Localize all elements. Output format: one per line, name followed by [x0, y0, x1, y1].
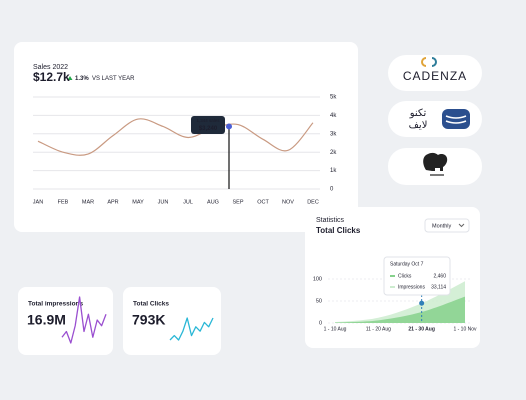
sparkline: [169, 317, 214, 341]
period-label[interactable]: Monthly: [432, 223, 452, 229]
kpi-value: 16.9M: [27, 312, 66, 328]
y-tick-label: 1k: [330, 168, 337, 174]
y-tick-label: 0: [330, 187, 334, 193]
y-tick-label: 3k: [330, 131, 337, 137]
y-tick-label: 0: [319, 320, 322, 326]
y-tick-label: 5k: [330, 95, 337, 101]
tooltip-title: 1,344 sales: [196, 118, 220, 123]
kpi-title: Total impressions: [28, 301, 84, 308]
logo-text: تكنو: [409, 108, 427, 119]
change-label: VS LAST YEAR: [92, 76, 135, 82]
tooltip: [383, 256, 451, 296]
up-arrow: [67, 76, 73, 80]
x-tick-label: 21 - 30 Aug: [408, 326, 435, 332]
logo-icon: [445, 115, 467, 124]
logo-icon: [431, 57, 437, 67]
kpi-card: [18, 287, 113, 355]
x-tick-label: SEP: [232, 199, 243, 205]
logo-icon: [442, 109, 470, 129]
y-tick-label: 50: [316, 298, 322, 304]
x-tick-label: FEB: [58, 199, 69, 205]
card-title: Total Clicks: [316, 226, 361, 235]
x-tick-label: OCT: [257, 199, 269, 205]
x-tick-label: 1 - 10 Aug: [324, 326, 347, 332]
kpi-title: Total Clicks: [133, 301, 169, 308]
hover-dot: [419, 300, 425, 306]
logo-icon: [421, 57, 427, 67]
x-tick-label: MAY: [132, 199, 144, 205]
x-tick-label: AUG: [207, 199, 219, 205]
x-tick-label: MAR: [82, 199, 94, 205]
tooltip-label: Clicks: [398, 273, 412, 279]
tooltip-value: 33,114: [431, 284, 446, 290]
logo-text: لايف: [409, 120, 428, 131]
x-tick-label: JUL: [183, 199, 193, 205]
x-tick-label: NOV: [282, 199, 294, 205]
card-subtitle: Sales 2022: [33, 64, 68, 71]
y-tick-label: 100: [313, 276, 322, 282]
card-subtitle: Statistics: [316, 217, 345, 224]
kpi-card: [123, 287, 221, 355]
logo-text: CADENZA: [403, 69, 467, 83]
tooltip-value: 2,460: [433, 273, 446, 279]
tooltip-label: Impressions: [398, 284, 425, 290]
x-tick-label: DEC: [307, 199, 319, 205]
tooltip: [191, 116, 225, 134]
logo-icon: [423, 152, 448, 171]
kpi-value: 793K: [132, 312, 165, 328]
logo-pill: [388, 55, 482, 91]
y-tick-label: 4k: [330, 113, 337, 119]
card-value: $12.7k: [33, 70, 70, 84]
tooltip-title: Saturday Oct 7: [390, 261, 424, 267]
x-tick-label: APR: [107, 199, 118, 205]
tooltip-value: $3,240: [199, 126, 218, 132]
line: [37, 118, 314, 156]
period-dropdown[interactable]: [424, 218, 470, 233]
area: [335, 296, 465, 323]
x-tick-label: JAN: [33, 199, 43, 205]
sparkline: [61, 296, 107, 344]
chevron: [458, 223, 465, 228]
hover-dot: [226, 123, 232, 130]
x-tick-label: JUN: [158, 199, 169, 205]
x-tick-label: 11 - 20 Aug: [366, 326, 391, 332]
y-tick-label: 2k: [330, 150, 337, 156]
x-tick-label: 1 - 10 Nov: [453, 326, 477, 332]
change-value: 1.3%: [75, 76, 89, 82]
